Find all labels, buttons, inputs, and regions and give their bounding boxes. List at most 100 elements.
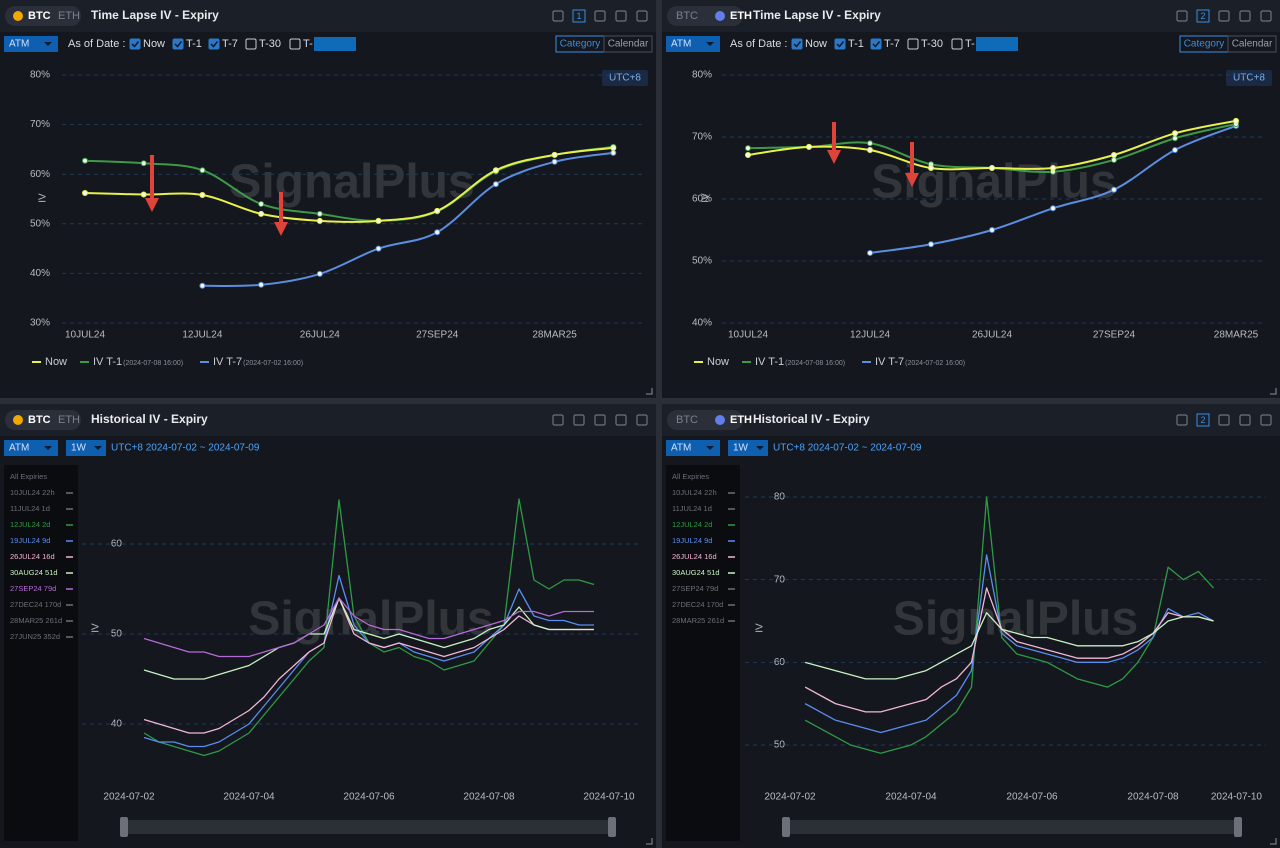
checkbox[interactable]	[834, 38, 846, 50]
scrollbar-track[interactable]	[786, 820, 1238, 834]
selector[interactable]	[666, 440, 720, 456]
scrollbar-handle[interactable]	[1234, 817, 1242, 837]
legend-label[interactable]: IV T-1	[755, 356, 784, 368]
checkbox[interactable]	[791, 38, 803, 50]
legend-item[interactable]: 26JUL24 16d	[10, 552, 55, 561]
dropdown-caret	[706, 446, 714, 450]
data-point	[989, 165, 995, 171]
tab-group	[5, 6, 81, 26]
legend-item[interactable]: 12JUL24 2d	[10, 520, 50, 529]
checkbox[interactable]	[172, 38, 184, 50]
days-input[interactable]	[314, 37, 356, 51]
tab[interactable]: BTC	[676, 414, 698, 426]
header-icon[interactable]	[615, 414, 627, 426]
legend-item[interactable]: 10JUL24 22h	[672, 488, 717, 497]
header-icon[interactable]	[615, 10, 627, 22]
badge-box	[572, 9, 586, 23]
badge[interactable]: 1	[576, 11, 581, 21]
data-point	[434, 207, 441, 214]
scrollbar-track[interactable]	[124, 820, 612, 834]
header-icon[interactable]	[552, 414, 564, 426]
legend-item[interactable]: 27SEP24 79d	[672, 584, 718, 593]
legend-item[interactable]: 30AUG24 51d	[10, 568, 58, 577]
checkbox[interactable]	[907, 38, 919, 50]
checkbox[interactable]	[245, 38, 257, 50]
legend-item[interactable]: 28MAR25 261d	[672, 616, 724, 625]
legend-label[interactable]: Now	[707, 356, 729, 368]
header-icon[interactable]	[1239, 10, 1251, 22]
tab[interactable]: ETH	[730, 414, 752, 426]
checkbox[interactable]	[951, 38, 963, 50]
scrollbar-handle[interactable]	[608, 817, 616, 837]
header-icon[interactable]	[636, 414, 648, 426]
legend-item[interactable]: 26JUL24 16d	[672, 552, 717, 561]
legend-item[interactable]: 10JUL24 22h	[10, 488, 55, 497]
tab[interactable]: BTC	[28, 414, 51, 426]
header-icon[interactable]	[594, 414, 606, 426]
header-icon[interactable]	[1176, 414, 1188, 426]
data-point	[928, 165, 934, 171]
legend-item[interactable]: 27DEC24 170d	[672, 600, 723, 609]
header-icon[interactable]	[1218, 10, 1230, 22]
legend-item[interactable]: 11JUL24 1d	[10, 504, 50, 513]
y-axis-label: IV	[38, 193, 49, 203]
checkbox[interactable]	[870, 38, 882, 50]
legend-item[interactable]: 11JUL24 1d	[672, 504, 712, 513]
header-icon[interactable]	[1176, 10, 1188, 22]
legend-item[interactable]: 19JUL24 9d	[10, 536, 50, 545]
resize-corner	[646, 388, 653, 395]
period-selector[interactable]	[66, 440, 106, 456]
days-input[interactable]	[976, 37, 1018, 51]
legend-item[interactable]: 28MAR25 261d	[10, 616, 62, 625]
selector[interactable]	[4, 36, 58, 52]
legend-label[interactable]: IV T-1	[93, 356, 122, 368]
header-icon[interactable]	[573, 414, 585, 426]
legend-item[interactable]: 27JUN25 352d	[10, 632, 60, 641]
x-tick-label: 2024-07-10	[583, 792, 635, 803]
header-icon[interactable]	[552, 10, 564, 22]
scrollbar-handle[interactable]	[120, 817, 128, 837]
scrollbar-handle[interactable]	[782, 817, 790, 837]
selector[interactable]	[4, 440, 58, 456]
arrow-annotation	[827, 122, 841, 164]
legend-item[interactable]: 12JUL24 2d	[672, 520, 712, 529]
legend-item[interactable]: 27SEP24 79d	[10, 584, 56, 593]
header-icon[interactable]	[636, 10, 648, 22]
legend-item[interactable]: 30AUG24 51d	[672, 568, 720, 577]
header-icon[interactable]	[594, 10, 606, 22]
legend-label[interactable]: IV T-7	[213, 356, 242, 368]
tab[interactable]: BTC	[676, 10, 698, 22]
legend-label[interactable]: Now	[45, 356, 67, 368]
checkbox[interactable]	[129, 38, 141, 50]
period-selector[interactable]	[728, 440, 768, 456]
tab[interactable]: ETH	[730, 10, 752, 22]
series-line	[143, 597, 594, 658]
legend-note: (2024-07-08 16:00)	[123, 360, 183, 367]
tab[interactable]: BTC	[28, 10, 51, 22]
header-icon[interactable]	[1260, 10, 1272, 22]
selector[interactable]	[666, 36, 720, 52]
header-icon[interactable]	[1239, 414, 1251, 426]
header-icon[interactable]	[1218, 414, 1230, 426]
checkbox-label: T-7	[222, 38, 238, 50]
tab[interactable]: ETH	[58, 414, 80, 426]
legend-item[interactable]: 19JUL24 9d	[672, 536, 712, 545]
data-point	[1172, 135, 1178, 142]
legend-item[interactable]: 27DEC24 170d	[10, 600, 61, 609]
data-point	[434, 229, 441, 236]
header-icon[interactable]	[1260, 414, 1272, 426]
view-button[interactable]	[1227, 35, 1277, 53]
y-tick-label: 40%	[692, 318, 712, 329]
checkbox[interactable]	[208, 38, 220, 50]
view-button[interactable]	[603, 35, 653, 53]
badge[interactable]: 2	[1200, 415, 1205, 425]
resize-corner	[1270, 388, 1277, 395]
panel-title: Time Lapse IV - Expiry	[91, 8, 219, 22]
dropdown-caret	[94, 446, 102, 450]
legend-label[interactable]: IV T-7	[875, 356, 904, 368]
tab[interactable]: ETH	[58, 10, 80, 22]
badge[interactable]: 2	[1200, 11, 1205, 21]
timezone: UTC+8	[609, 73, 641, 84]
checkbox[interactable]	[289, 38, 301, 50]
x-tick-label: 2024-07-06	[1006, 792, 1058, 803]
